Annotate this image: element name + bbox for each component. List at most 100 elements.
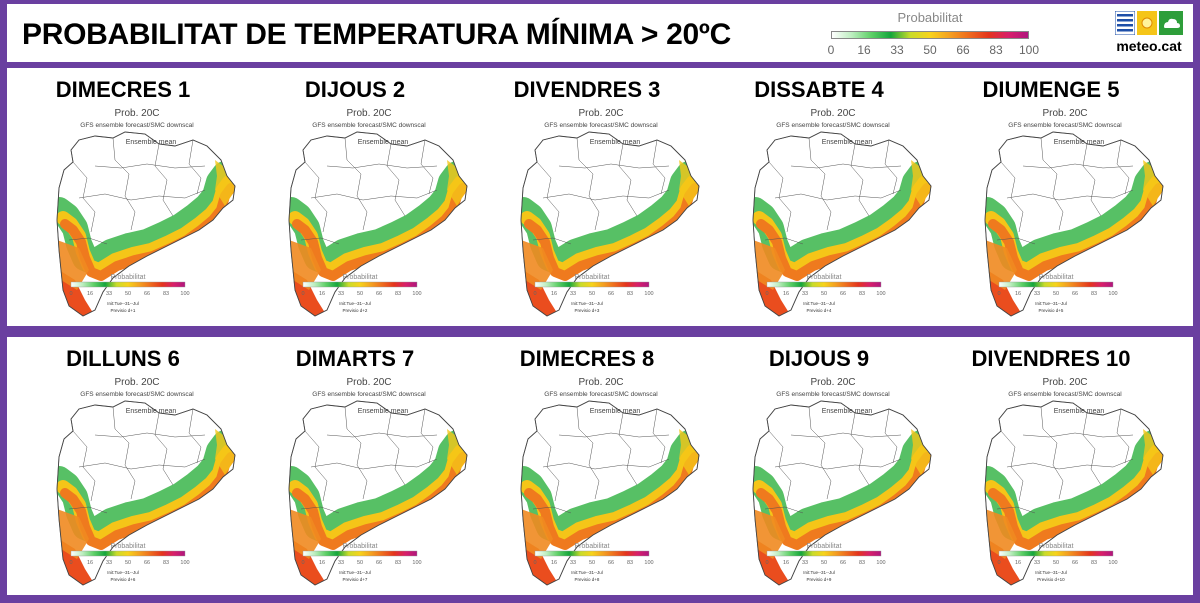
flag-icon [1115, 11, 1135, 35]
map-legend-tick: 0 [533, 560, 536, 566]
map-legend-tick: 0 [301, 291, 304, 297]
map-legend-tick: 0 [69, 291, 72, 297]
map-legend-title: Probabilitat [110, 274, 145, 281]
map-legend-tick: 83 [395, 291, 401, 297]
map-subtitle: GFS ensemble forecast/SMC downscal [312, 122, 426, 129]
map-ensemble-label: Ensemble mean [822, 408, 873, 415]
map-legend-tick: 16 [1015, 560, 1021, 566]
map-subtitle: GFS ensemble forecast/SMC downscal [544, 122, 658, 129]
catalonia-map [984, 131, 1164, 317]
map-legend-tick: 0 [997, 291, 1000, 297]
forecast-row-1: DIMECRES 1 Prob. 20C GFS ensemble forecast… [7, 68, 1193, 326]
map-legend-tick: 83 [627, 560, 633, 566]
map-legend-tick: 83 [1091, 291, 1097, 297]
map-legend-title: Probabilitat [342, 274, 377, 281]
map-legend-tick: 0 [765, 560, 768, 566]
day-label: DIMECRES 8 [519, 346, 655, 371]
map-title: Prob. 20C [114, 377, 159, 388]
map-legend-tick: 50 [125, 560, 131, 566]
forecast-day-card: DIJOUS 2 Prob. 20C GFS ensemble forecast/S… [239, 68, 471, 326]
catalonia-map [520, 400, 700, 586]
day-label: DIVENDRES 10 [971, 346, 1131, 371]
map-legend-tick: 16 [87, 291, 93, 297]
map-legend-tick: 0 [997, 560, 1000, 566]
map-subtitle: GFS ensemble forecast/SMC downscal [1008, 122, 1122, 129]
map-legend-tick: 100 [644, 291, 653, 297]
map-legend-tick: 50 [125, 291, 131, 297]
map-ensemble-label: Ensemble mean [358, 139, 409, 146]
legend-tick-label: 33 [890, 43, 904, 57]
map-subtitle: GFS ensemble forecast/SMC downscal [312, 391, 426, 398]
catalonia-map [752, 131, 932, 317]
map-subtitle: GFS ensemble forecast/SMC downscal [80, 391, 194, 398]
map-legend-bar [534, 281, 650, 288]
map-legend-tick: 50 [821, 560, 827, 566]
map-ensemble-label: Ensemble mean [822, 139, 873, 146]
map-legend-tick: 0 [301, 560, 304, 566]
map-legend-tick: 83 [859, 560, 865, 566]
map-subtitle: GFS ensemble forecast/SMC downscal [1008, 391, 1122, 398]
map-init-label: Init:Tue--31--Jul [571, 301, 603, 306]
day-label: DISSABTE 4 [754, 77, 884, 102]
forecast-day-card: DIJOUS 9 Prob. 20C GFS ensemble forecast/S… [703, 337, 935, 595]
legend-tick-label: 50 [923, 43, 937, 57]
map-legend-tick: 100 [412, 560, 421, 566]
map-ensemble-label: Ensemble mean [1054, 408, 1105, 415]
map-subtitle: GFS ensemble forecast/SMC downscal [776, 391, 890, 398]
meteocat-logo: meteo.cat [1113, 9, 1185, 57]
map-ensemble-label: Ensemble mean [590, 408, 641, 415]
map-legend-tick: 66 [1072, 560, 1078, 566]
forecast-day-card: DIVENDRES 3 Prob. 20C GFS ensemble forecas… [471, 68, 703, 326]
map-legend-tick: 66 [144, 291, 150, 297]
map-init-label: Init:Tue--31--Jul [339, 301, 371, 306]
map-forecast-label: Previsio d+5 [1039, 308, 1064, 313]
legend-tick-label: 0 [827, 43, 835, 57]
map-legend-bar [302, 281, 418, 288]
map-legend-title: Probabilitat [806, 274, 841, 281]
map-legend-title: Probabilitat [574, 543, 609, 550]
catalonia-map [984, 400, 1164, 586]
catalonia-map [56, 400, 236, 586]
forecast-day-card: DIMECRES 1 Prob. 20C GFS ensemble forecast… [7, 68, 239, 326]
map-legend-tick: 0 [69, 560, 72, 566]
map-legend-tick: 83 [627, 291, 633, 297]
catalonia-map [752, 400, 932, 586]
map-legend-tick: 66 [608, 291, 614, 297]
catalonia-map [520, 131, 700, 317]
probability-map: Prob. 20C GFS ensemble forecast/SMC downs… [520, 108, 700, 317]
map-title: Prob. 20C [114, 108, 159, 119]
map-legend-tick: 100 [1108, 560, 1117, 566]
legend-title: Probabilitat [897, 10, 963, 25]
map-ensemble-label: Ensemble mean [590, 139, 641, 146]
map-legend-title: Probabilitat [342, 543, 377, 550]
forecast-row-2: DILLUNS 6 Prob. 20C GFS ensemble forecast/… [7, 337, 1193, 595]
map-legend-tick: 50 [589, 560, 595, 566]
probability-map: Prob. 20C GFS ensemble forecast/SMC downs… [56, 108, 236, 317]
map-forecast-label: Previsio d+9 [807, 577, 832, 582]
map-legend-title: Probabilitat [1038, 274, 1073, 281]
map-legend-tick: 33 [338, 291, 344, 297]
map-legend-bar [70, 550, 186, 557]
map-init-label: Init:Tue--31--Jul [803, 570, 835, 575]
map-legend-tick: 50 [589, 291, 595, 297]
map-ensemble-label: Ensemble mean [358, 408, 409, 415]
logo-text: meteo.cat [1116, 38, 1182, 54]
map-forecast-label: Previsio d+6 [111, 577, 136, 582]
map-legend-tick: 0 [765, 291, 768, 297]
legend-ticks: 0 16 33 50 66 83 100 [825, 43, 1039, 57]
map-legend-tick: 33 [1034, 560, 1040, 566]
map-ensemble-label: Ensemble mean [126, 139, 177, 146]
map-legend-title: Probabilitat [806, 543, 841, 550]
map-legend-bar [998, 281, 1114, 288]
map-forecast-label: Previsio d+4 [807, 308, 832, 313]
map-init-label: Init:Tue--31--Jul [107, 570, 139, 575]
map-init-label: Init:Tue--31--Jul [339, 570, 371, 575]
map-legend-bar [534, 550, 650, 557]
map-title: Prob. 20C [578, 108, 623, 119]
sun-icon [1137, 11, 1157, 35]
map-legend-tick: 83 [395, 560, 401, 566]
probability-map: Prob. 20C GFS ensemble forecast/SMC downs… [288, 108, 468, 317]
map-legend-title: Probabilitat [1038, 543, 1073, 550]
day-label: DIJOUS 2 [304, 77, 406, 102]
map-legend-title: Probabilitat [574, 274, 609, 281]
